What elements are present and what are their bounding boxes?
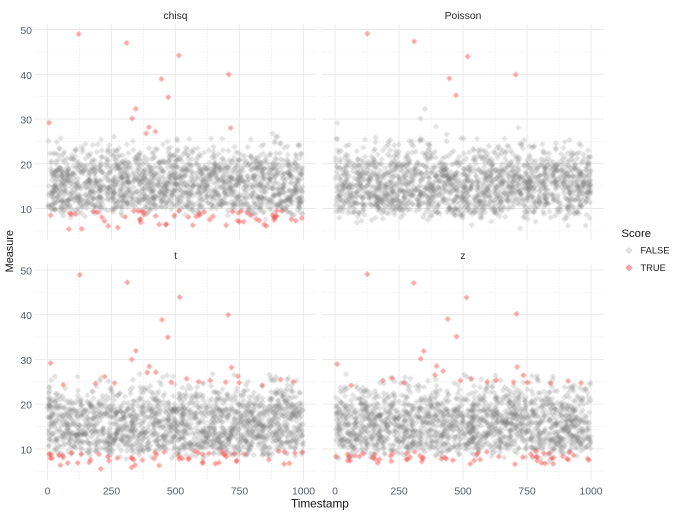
svg-text:FALSE: FALSE <box>641 246 670 256</box>
svg-text:50: 50 <box>20 265 32 277</box>
svg-text:Timestamp: Timestamp <box>291 497 349 511</box>
svg-text:Measure: Measure <box>4 230 16 272</box>
svg-text:500: 500 <box>167 486 185 497</box>
svg-text:20: 20 <box>20 400 32 412</box>
svg-text:chisq: chisq <box>163 11 187 22</box>
svg-text:Poisson: Poisson <box>445 11 482 22</box>
svg-text:250: 250 <box>390 486 408 497</box>
svg-text:30: 30 <box>20 355 32 367</box>
svg-text:750: 750 <box>518 486 536 497</box>
svg-text:10: 10 <box>20 444 32 456</box>
svg-text:z: z <box>460 251 465 262</box>
svg-text:t: t <box>174 251 177 262</box>
svg-text:20: 20 <box>20 159 32 171</box>
svg-text:40: 40 <box>20 310 32 322</box>
svg-text:TRUE: TRUE <box>641 263 666 273</box>
svg-text:500: 500 <box>454 486 472 497</box>
svg-text:10: 10 <box>20 204 32 216</box>
svg-text:750: 750 <box>231 486 249 497</box>
svg-text:1000: 1000 <box>579 486 602 497</box>
svg-text:30: 30 <box>20 115 32 127</box>
svg-text:250: 250 <box>103 486 121 497</box>
svg-text:0: 0 <box>45 486 51 497</box>
svg-text:40: 40 <box>20 70 32 82</box>
svg-text:Score: Score <box>622 228 652 240</box>
svg-text:50: 50 <box>20 25 32 37</box>
